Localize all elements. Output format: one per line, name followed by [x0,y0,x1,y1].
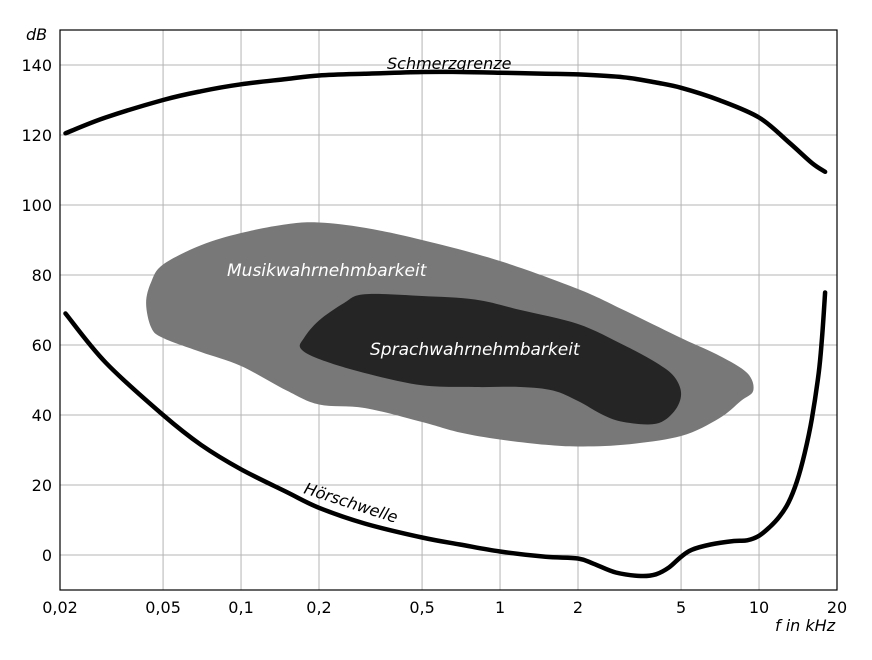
x-tick-label: 2 [573,598,583,617]
y-tick-label: 20 [32,476,52,495]
y-tick-label: 0 [42,546,52,565]
x-tick-label: 0,1 [228,598,253,617]
y-tick-label: 140 [21,56,52,75]
y-tick-label: 120 [21,126,52,145]
x-tick-label: 0,05 [145,598,181,617]
tick-labels: 0 20 40 60 80 100 120 140 0,02 0,05 0,1 0,2 0,5 1 2 5 10… [21,56,847,617]
x-tick-label: 0,02 [42,598,78,617]
plot-frame [59,29,838,591]
x-tick-label: 1 [495,598,505,617]
y-tick-label: 60 [32,336,52,355]
regions [146,222,754,447]
curve-schmerzgrenze [63,69,828,175]
y-tick-label: 100 [21,196,52,215]
x-tick-label: 5 [676,598,686,617]
region-sprachwahrnehmbarkeit [299,293,682,425]
curves [63,69,828,579]
y-axis-unit-label: dB [26,25,47,44]
annotation-musikwahrnehmbarkeit: Musikwahrnehmbarkeit [227,261,428,281]
x-tick-label: 0,5 [409,598,434,617]
x-axis-unit-label: f in kHz [775,616,836,635]
y-tick-label: 80 [32,266,52,285]
curve-hoerschwelle [63,290,828,579]
x-tick-label: 10 [749,598,769,617]
x-tick-label: 0,2 [306,598,331,617]
x-tick-label: 20 [827,598,847,617]
y-tick-label: 40 [32,406,52,425]
annotation-schmerzgrenze: Schmerzgrenze [387,54,512,73]
annotation-sprachwahrnehmbarkeit: Sprachwahrnehmbarkeit [370,340,581,360]
